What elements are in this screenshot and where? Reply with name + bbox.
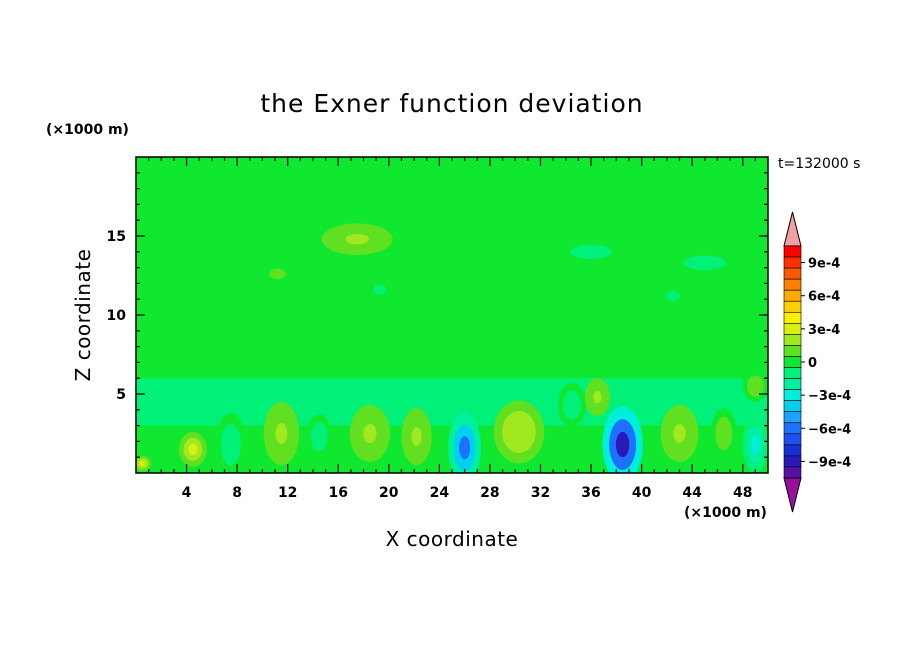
colorbar-segment [783, 334, 802, 346]
field-band-3 [136, 378, 768, 426]
colorbar-segment [783, 411, 802, 424]
colorbar-segment [783, 400, 802, 413]
x-tick-label: 16 [328, 485, 347, 501]
colorbar-segment [783, 367, 802, 379]
field-feature-6-2 [139, 460, 146, 467]
field-feature-21-2 [751, 380, 760, 392]
colorbar-segment [783, 256, 802, 269]
field-feature-11-2 [363, 424, 377, 443]
x-tick-label: 44 [682, 485, 702, 501]
colorbar-segment [783, 278, 802, 291]
colorbar-tick-label: 9e-4 [808, 257, 840, 272]
colorbar-segment [783, 466, 802, 479]
x-tick-label: 28 [480, 485, 499, 501]
field-feature-16-2 [593, 390, 602, 404]
field-feature-0-2 [345, 233, 369, 245]
contour-field [136, 157, 768, 473]
colorbar-segment [783, 267, 802, 280]
colorbar-tick-label: 3e-4 [808, 323, 840, 338]
colorbar-segment [783, 311, 802, 324]
y-tick-label: 15 [107, 229, 126, 245]
field-feature-14-2 [510, 421, 528, 443]
time-label: t=132000 s [778, 156, 860, 172]
y-axis-ticks: 5 10 15 [107, 172, 768, 458]
colorbar-tick-label: 6e-4 [808, 290, 840, 305]
x-tick-label: 48 [733, 485, 752, 501]
colorbar-segment [783, 444, 802, 457]
x-tick-label: 20 [379, 485, 399, 501]
colorbar-segment [783, 356, 802, 368]
field-feature-10-2 [315, 429, 324, 445]
field-feature-8-2 [225, 434, 236, 456]
field-feature-2-2 [376, 287, 384, 293]
chart-title: the Exner function deviation [260, 89, 643, 118]
colorbar-bottom-triangle [783, 477, 802, 513]
colorbar-segment [783, 345, 802, 357]
colorbar: 9e-4 6e-4 3e-4 0 −3e-4 −6e-4 −9e-4 [783, 211, 851, 513]
colorbar-segment [783, 455, 802, 468]
colorbar-tick-label: −6e-4 [808, 422, 851, 437]
colorbar-segment [783, 378, 802, 390]
x-tick-label: 24 [430, 485, 450, 501]
y-tick-label: 5 [116, 387, 126, 403]
colorbar-segment [783, 433, 802, 446]
x-tick-label: 4 [182, 485, 192, 501]
field-band-0 [136, 157, 768, 221]
field-feature-13-2 [459, 436, 471, 460]
x-axis-ticks: 4 8 12 16 20 24 28 32 36 40 44 48 [148, 157, 756, 501]
colorbar-segment [783, 245, 802, 258]
field-band-2 [136, 283, 768, 379]
field-feature-9-2 [275, 422, 288, 445]
colorbar-segment [783, 422, 802, 435]
colorbar-tick-label: −9e-4 [808, 455, 851, 470]
x-tick-label: 32 [531, 485, 550, 501]
field-feature-20-2 [751, 435, 760, 455]
field-feature-3-2 [580, 248, 602, 256]
x-tick-label: 40 [632, 485, 652, 501]
field-feature-15-2 [567, 397, 577, 413]
field-feature-17-2 [615, 431, 630, 458]
field-feature-7-2 [188, 443, 198, 456]
field-feature-1-2 [273, 271, 282, 277]
field-feature-12-2 [411, 427, 422, 447]
colorbar-segment [783, 289, 802, 302]
x-tick-label: 12 [278, 485, 297, 501]
field-band-1 [136, 220, 768, 284]
y-tick-label: 10 [107, 308, 127, 324]
colorbar-tick-label: 0 [808, 356, 817, 371]
field-feature-4-2 [694, 259, 716, 267]
field-feature-18-2 [673, 424, 686, 443]
y-unit-label: (×1000 m) [46, 122, 129, 138]
x-tick-label: 36 [581, 485, 600, 501]
x-tick-label: 8 [232, 485, 242, 501]
x-axis-title: X coordinate [386, 527, 519, 551]
colorbar-segment [783, 323, 802, 335]
field-feature-19-2 [719, 425, 728, 442]
field-feature-5-2 [669, 293, 677, 299]
colorbar-segment [783, 300, 802, 313]
x-unit-label: (×1000 m) [684, 505, 767, 521]
colorbar-segment [783, 389, 802, 401]
colorbar-tick-label: −3e-4 [808, 389, 851, 404]
y-axis-title: Z coordinate [71, 249, 95, 382]
